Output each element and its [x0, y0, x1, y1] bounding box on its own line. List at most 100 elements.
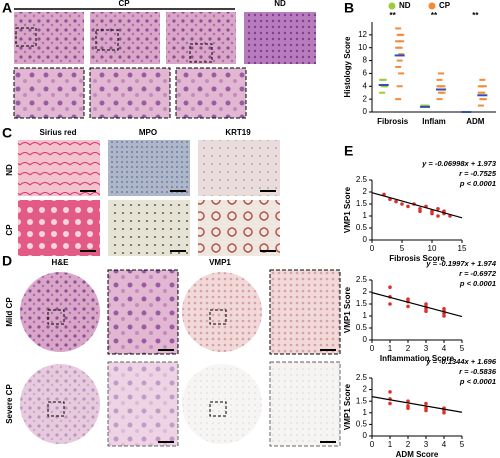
data-point [418, 209, 422, 213]
stat-annotation: p < 0.0001 [459, 279, 496, 288]
data-point [400, 202, 404, 206]
histology-image [244, 12, 316, 64]
x-tick-label: 1 [388, 440, 393, 449]
x-tick-label: 4 [442, 344, 447, 353]
y-tick-label: 1.5 [356, 199, 368, 208]
histology-image [166, 12, 236, 64]
data-point [395, 98, 402, 101]
y-tick-label: 2 [363, 94, 368, 103]
data-point [477, 85, 484, 88]
significance: ** [390, 11, 397, 20]
y-tick-label: 1.5 [356, 299, 368, 308]
stat-annotation: y = -0.1997x + 1.974 [425, 259, 496, 268]
zoom-box [47, 309, 65, 325]
zoom-box [209, 309, 227, 325]
stat-annotation: p < 0.0001 [459, 179, 496, 188]
row-label: Severe CP [5, 384, 14, 424]
y-tick-label: 12 [358, 30, 367, 39]
column-label: VMP1 [209, 258, 231, 267]
data-point [438, 72, 444, 75]
column-label: MPO [139, 128, 157, 137]
data-point [395, 27, 402, 30]
tissue-core [182, 364, 262, 444]
data-point [379, 91, 386, 94]
zoom-image [107, 269, 179, 355]
y-tick-label: 0.5 [356, 420, 368, 429]
data-point [398, 33, 405, 36]
x-tick-label: 5 [460, 440, 465, 449]
data-point [398, 53, 405, 56]
x-tick-label: Inflam [422, 117, 446, 126]
x-tick-label: Fibrosis [377, 117, 409, 126]
panel-letter: D [2, 253, 12, 269]
x-axis-label: Fibrosis Score [389, 254, 445, 263]
stat-annotation: p < 0.0001 [459, 377, 496, 386]
group-label: ND [274, 0, 286, 8]
histology-image [90, 12, 160, 64]
histology-image [14, 12, 84, 64]
zoom-image [107, 361, 179, 447]
legend-label: CP [439, 1, 451, 10]
x-tick-label: 3 [424, 440, 429, 449]
x-tick-label: 0 [370, 344, 375, 353]
y-tick-label: 2 [363, 187, 368, 196]
data-point [396, 85, 403, 88]
zoom-image [89, 67, 171, 119]
y-tick-label: 1 [363, 211, 368, 220]
y-tick-label: 1 [363, 408, 368, 417]
panel-letter: A [2, 0, 12, 16]
y-tick-label: 0.5 [356, 223, 368, 232]
legend-marker [428, 2, 436, 10]
data-point [406, 204, 410, 209]
zoom-box [189, 43, 213, 63]
stat-annotation: r = -0.6972 [459, 269, 497, 278]
stat-annotation: r = -0.5836 [459, 367, 497, 376]
legend-marker [388, 2, 396, 10]
data-point [442, 307, 446, 311]
stain-image [18, 140, 100, 196]
tissue-core [20, 364, 100, 444]
y-tick-label: 0 [363, 335, 368, 344]
x-tick-label: 1 [388, 344, 393, 353]
data-point [406, 304, 410, 309]
legend-label: ND [399, 1, 411, 10]
y-tick-label: 4 [363, 81, 368, 90]
y-tick-label: 0 [363, 107, 368, 116]
x-tick-label: 0 [370, 244, 375, 253]
data-point [380, 78, 387, 81]
x-tick-label: 5 [460, 344, 465, 353]
data-point [424, 401, 428, 406]
data-point [422, 104, 428, 107]
data-point [439, 85, 446, 88]
tissue-core [20, 272, 100, 352]
y-tick-label: 2.5 [356, 175, 368, 184]
data-point [395, 66, 402, 68]
zoom-image [13, 67, 85, 119]
y-tick-label: 0 [363, 235, 368, 244]
y-axis-label: VMP1 Score [343, 383, 352, 430]
panel-letter: B [344, 0, 354, 16]
y-tick-label: 0 [363, 431, 368, 440]
data-point [436, 98, 443, 101]
y-tick-label: 10 [358, 43, 367, 52]
x-axis-label: Inflammation Score [380, 354, 455, 363]
y-axis-label: Histology Score [343, 36, 352, 97]
row-label: ND [5, 164, 14, 176]
data-point [436, 207, 440, 211]
y-tick-label: 8 [363, 56, 368, 65]
y-tick-label: 1.5 [356, 396, 368, 405]
y-axis-label: VMP1 Score [343, 286, 352, 333]
stat-annotation: y = -0.06998x + 1.973 [421, 159, 497, 168]
panel-c: Sirius red MPO KRT19 ND CP [5, 128, 280, 256]
stain-image [18, 200, 100, 256]
data-point [436, 78, 443, 81]
x-tick-label: 0 [370, 440, 375, 449]
zoom-box [209, 401, 227, 417]
x-tick-label: 4 [442, 440, 447, 449]
data-point [388, 401, 392, 406]
data-point [436, 214, 440, 218]
data-point [396, 46, 403, 49]
column-label: Sirius red [40, 128, 77, 137]
stain-image [198, 200, 280, 256]
